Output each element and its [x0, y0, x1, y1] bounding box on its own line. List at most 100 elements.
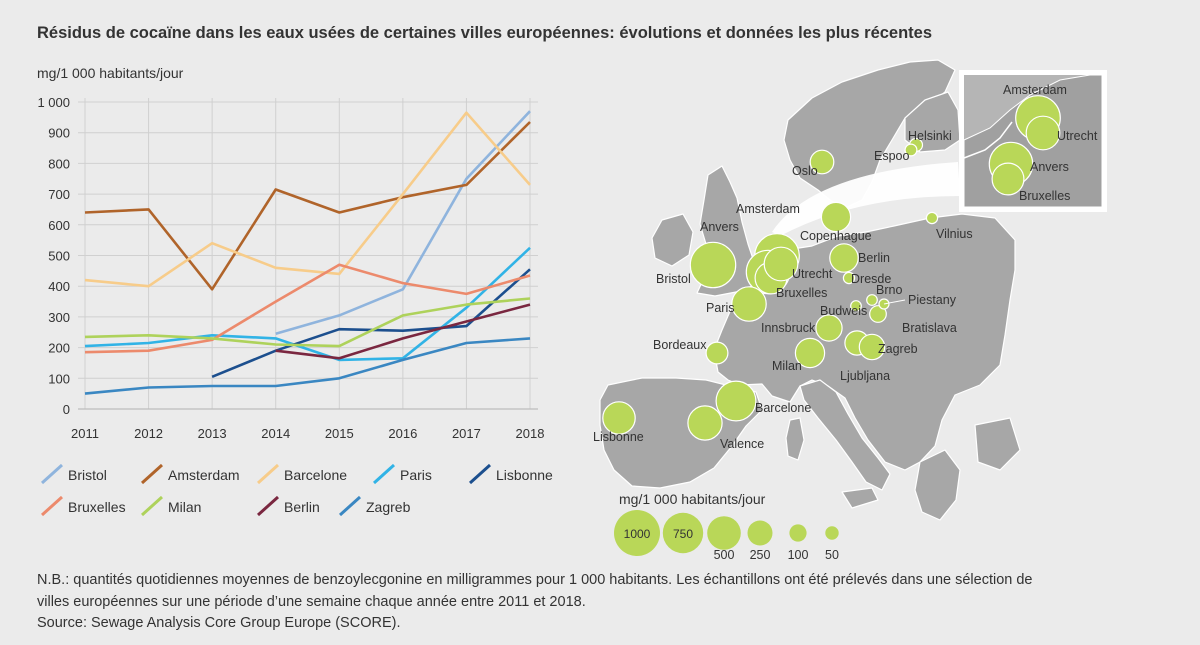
map-label-helsinki: Helsinki: [908, 129, 952, 143]
note-line-1: N.B.: quantités quotidiennes moyennes de…: [37, 572, 1033, 588]
inset-label-utrecht: Utrecht: [1057, 129, 1098, 143]
bubble-bordeaux: [705, 341, 729, 365]
legend-label: Barcelone: [284, 467, 347, 483]
legend-label: Berlin: [284, 499, 320, 515]
legend-bubble: [662, 512, 704, 554]
inset-label-amsterdam: Amsterdam: [1003, 83, 1067, 97]
bubble-ljubljana: [858, 333, 886, 361]
inset-label-anvers: Anvers: [1030, 160, 1069, 174]
bubble-valence: [687, 405, 723, 441]
map-label-brno: Brno: [876, 283, 902, 297]
map-label-berlin: Berlin: [858, 251, 890, 265]
legend-label: Bruxelles: [68, 499, 126, 515]
legend-item-berlin: Berlin: [256, 495, 320, 517]
map-label-budweis: Budweis: [820, 304, 867, 318]
map-label-copenhague: Copenhague: [800, 229, 872, 243]
legend-bubble-label: 1000: [624, 527, 651, 541]
y-tick-label: 1 000: [37, 95, 70, 110]
legend-swatch: [256, 495, 280, 517]
map-label-amsterdam: Amsterdam: [736, 202, 800, 216]
map-label-milan: Milan: [772, 359, 802, 373]
legend-label: Lisbonne: [496, 467, 553, 483]
bubble-oslo: [809, 149, 835, 175]
legend-bubble-label: 500: [714, 548, 735, 562]
legend-bubble: [789, 524, 807, 542]
land-sardinia: [785, 417, 805, 461]
legend-swatch: [140, 463, 164, 485]
map-label-bristol: Bristol: [656, 272, 691, 286]
y-tick-label: 200: [48, 341, 70, 356]
legend-item-zagreb: Zagreb: [338, 495, 411, 517]
map-legend-item: 1000: [614, 510, 660, 556]
x-tick-labels: 2011 2012 2013 2014 2015 2016 2017 2018: [71, 426, 544, 441]
note-line-3: Source: Sewage Analysis Core Group Europ…: [37, 615, 401, 631]
map-label-oslo: Oslo: [792, 164, 818, 178]
inset-bubble-utrecht: [1025, 115, 1061, 151]
legend-swatch: [40, 463, 64, 485]
leader-line: [883, 299, 906, 305]
bubble-berlin: [829, 243, 859, 273]
bubble-brno: [866, 294, 878, 306]
bubble-barcelone: [715, 380, 757, 422]
legend-bubble: [614, 510, 660, 556]
legend-swatch: [372, 463, 396, 485]
legend-label: Amsterdam: [168, 467, 240, 483]
y-tick-label: 300: [48, 310, 70, 325]
map-label-innsbruck: Innsbruck: [761, 321, 816, 335]
y-tick-label: 0: [63, 402, 70, 417]
page-title: Résidus de cocaïne dans les eaux usées d…: [37, 24, 933, 42]
note-line-2: villes européennes sur une période d’une…: [37, 594, 586, 610]
bubble-copenhague: [820, 201, 852, 233]
series-line-milan: [84, 297, 531, 348]
map-label-zagreb: Zagreb: [878, 342, 918, 356]
legend-swatch: [256, 463, 280, 485]
map-legend-title: mg/1 000 habitants/jour: [619, 491, 766, 507]
map-label-bruxelles: Bruxelles: [776, 286, 827, 300]
map-labels: Amsterdam Anvers Bristol Barcelone Lisbonne V…: [593, 129, 973, 451]
bubble-bratislava: [869, 305, 887, 323]
x-tick-label: 2015: [325, 426, 354, 441]
inset-callout-wedge: [772, 162, 960, 236]
y-tick-label: 700: [48, 187, 70, 202]
map-legend-item: 100: [788, 524, 808, 562]
legend-swatch: [338, 495, 362, 517]
y-tick-label: 800: [48, 156, 70, 171]
y-tick-label: 500: [48, 249, 70, 264]
series-line-zagreb: [84, 337, 531, 395]
x-tick-label: 2016: [388, 426, 417, 441]
map-legend-item: 250: [747, 520, 773, 562]
legend-swatch: [468, 463, 492, 485]
x-tick-label: 2017: [452, 426, 481, 441]
map-label-bratislava: Bratislava: [902, 321, 957, 335]
legend-bubble-label: 50: [825, 548, 839, 562]
x-tick-label: 2013: [198, 426, 227, 441]
chart-legend: Bristol Amsterdam Barcelone Paris Lisbonne Br…: [40, 463, 553, 517]
legend-label: Milan: [168, 499, 201, 515]
series-line-amsterdam: [84, 121, 531, 291]
map-label-paris: Paris: [706, 301, 734, 315]
legend-bubble-label: 250: [750, 548, 771, 562]
legend-bubble: [707, 516, 741, 550]
line-chart: mg/1 000 habitants/jour 0 100 200 300 400 500…: [37, 65, 553, 517]
map-label-vilnius: Vilnius: [936, 227, 973, 241]
legend-item-barcelone: Barcelone: [256, 463, 347, 485]
map-legend-item: 50: [825, 526, 839, 562]
bubble-dresde: [842, 271, 856, 285]
series-lines: [84, 110, 531, 395]
bubble-utrecht: [763, 246, 799, 282]
land-turkey: [974, 417, 1021, 471]
legend-item-bruxelles: Bruxelles: [40, 495, 126, 517]
legend-item-milan: Milan: [140, 495, 201, 517]
land-ireland: [651, 213, 694, 267]
land-greece: [914, 449, 961, 521]
bubble-milan: [794, 337, 826, 369]
bubble-budweis: [850, 300, 862, 312]
map-label-dresde: Dresde: [851, 272, 891, 286]
inset-coast: [963, 121, 1013, 159]
series-line-paris: [84, 246, 531, 362]
map-legend-item: 750: [662, 512, 704, 554]
legend-bubble: [825, 526, 839, 540]
legend-label: Bristol: [68, 467, 107, 483]
inset-label-bruxelles: Bruxelles: [1019, 189, 1070, 203]
